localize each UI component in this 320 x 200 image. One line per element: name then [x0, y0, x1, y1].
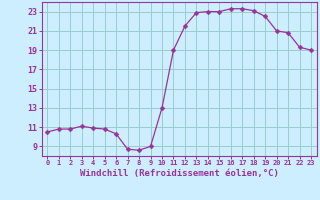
X-axis label: Windchill (Refroidissement éolien,°C): Windchill (Refroidissement éolien,°C)	[80, 169, 279, 178]
